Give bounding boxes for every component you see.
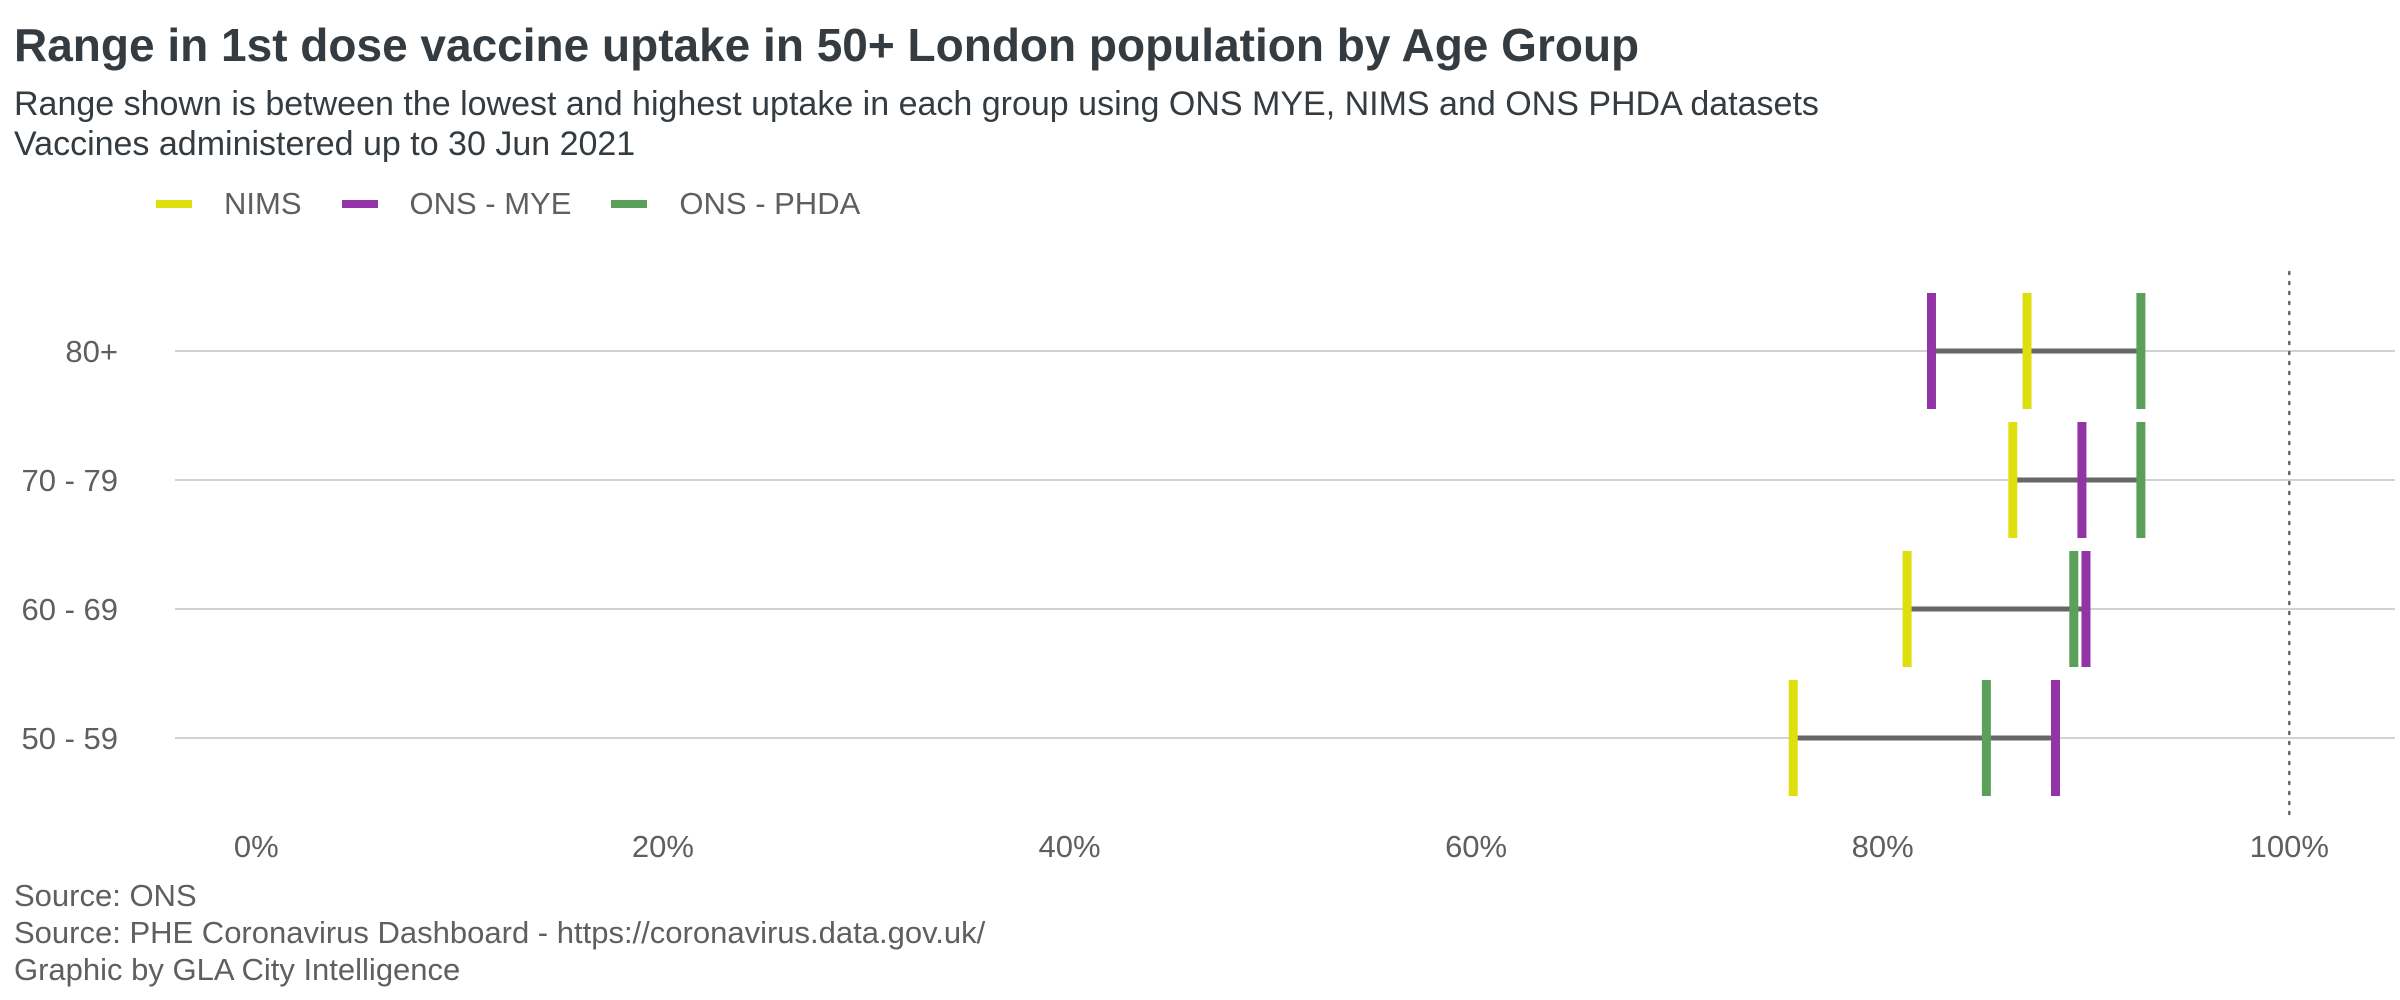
y-tick-label-50-59: 50 - 59 — [21, 721, 118, 756]
legend-label-ons-phda: ONS - PHDA — [679, 186, 861, 221]
legend-swatch-nims — [156, 200, 192, 208]
chart-footer: Source: ONS Source: PHE Coronavirus Dash… — [14, 877, 985, 988]
y-tick-label-80: 80+ — [65, 334, 118, 369]
footer-source-ons: Source: ONS — [14, 878, 197, 913]
legend-item-ons-mye: ONS - MYE — [341, 186, 572, 222]
x-tick-label-80: 80% — [1852, 829, 1914, 864]
y-tick-label-60-69: 60 - 69 — [21, 592, 118, 627]
footer-credit: Graphic by GLA City Intelligence — [14, 952, 461, 987]
subtitle-line-2: Vaccines administered up to 30 Jun 2021 — [14, 125, 636, 163]
x-tick-label-60: 60% — [1445, 829, 1507, 864]
range-chart: 80+ 70 - 79 60 - 69 50 - 59 0% 20% 40% 60% 80% 10… — [21, 270, 2395, 864]
chart-title: Range in 1st dose vaccine uptake in 50+ … — [14, 19, 1640, 71]
x-tick-label-0: 0% — [234, 829, 279, 864]
chart-subtitle: Range shown is between the lowest and hi… — [14, 84, 1819, 164]
legend-item-ons-phda: ONS - PHDA — [611, 186, 860, 222]
legend-item-nims: NIMS — [156, 186, 302, 222]
x-tick-label-100: 100% — [2250, 829, 2329, 864]
legend-label-nims: NIMS — [224, 186, 302, 221]
legend-swatch-ons-mye — [341, 200, 378, 208]
chart-legend: NIMS ONS - MYE ONS - PHDA — [156, 186, 900, 222]
legend-swatch-ons-phda — [611, 200, 648, 208]
footer-source-phe: Source: PHE Coronavirus Dashboard - http… — [14, 915, 986, 950]
x-tick-label-20: 20% — [632, 829, 694, 864]
y-tick-label-70-79: 70 - 79 — [21, 463, 118, 498]
subtitle-line-1: Range shown is between the lowest and hi… — [14, 85, 1819, 123]
legend-label-ons-mye: ONS - MYE — [409, 186, 572, 221]
x-tick-label-40: 40% — [1038, 829, 1100, 864]
